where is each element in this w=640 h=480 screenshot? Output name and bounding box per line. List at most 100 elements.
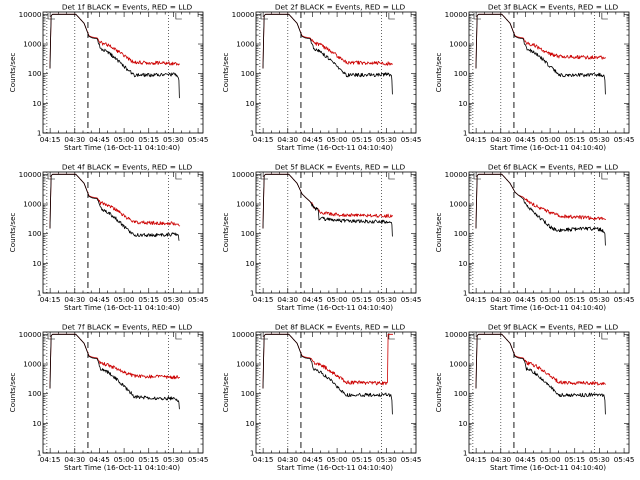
x-tick-label: 05:15: [564, 295, 585, 304]
panel-title: Det 9f BLACK = Events, RED = LLD: [488, 323, 619, 332]
bracket-mark-right: [601, 333, 608, 340]
bracket-mark-left: [260, 333, 268, 340]
panel-chart-svg: Det 9f BLACK = Events, RED = LLD 1 10 100 10…: [434, 323, 635, 473]
x-axis-label: Start Time (16-Oct-11 04:10:40): [490, 303, 606, 312]
x-tick-label: 04:15: [40, 295, 61, 304]
detector-panel-9: Det 9f BLACK = Events, RED = LLD 1 10 100 10…: [426, 320, 639, 480]
x-tick-label: 04:15: [466, 135, 487, 144]
plot-frame: [468, 171, 630, 294]
y-tick-label: 1: [250, 129, 255, 138]
bracket-mark-right: [601, 13, 608, 20]
lld-series-line: [49, 333, 180, 389]
x-tick-label: 05:00: [540, 135, 561, 144]
x-tick-label: 04:45: [89, 295, 110, 304]
y-tick-label: 100: [241, 229, 255, 238]
bracket-mark-right: [388, 13, 395, 20]
y-axis-label: Counts/sec: [221, 53, 230, 93]
x-tick-label: 05:30: [589, 295, 610, 304]
y-tick-label: 10: [458, 259, 468, 268]
panel-chart-svg: Det 3f BLACK = Events, RED = LLD 1 10 100 10…: [434, 3, 634, 153]
x-axis-label: Start Time (16-Oct-11 04:10:40): [64, 463, 180, 472]
x-tick-label: 05:15: [138, 135, 159, 144]
bracket-mark-left: [473, 13, 481, 20]
x-tick-label: 05:30: [376, 295, 397, 304]
bracket-mark-right: [388, 333, 395, 340]
y-tick-label: 10000: [232, 330, 255, 339]
y-tick-label: 1: [37, 129, 42, 138]
x-tick-label: 05:15: [564, 135, 585, 144]
x-axis-label: Start Time (16-Oct-11 04:10:40): [277, 143, 393, 152]
x-tick-label: 04:15: [40, 135, 61, 144]
x-tick-label: 05:00: [327, 455, 348, 464]
y-tick-label: 10000: [445, 170, 468, 179]
bracket-mark-left: [47, 333, 55, 340]
x-tick-label: 04:15: [466, 455, 487, 464]
x-tick-label: 04:30: [490, 135, 511, 144]
x-tick-label: 04:30: [277, 295, 298, 304]
y-axis-label: Counts/sec: [221, 373, 230, 413]
events-series-line: [49, 333, 180, 410]
x-tick-label: 05:15: [138, 295, 159, 304]
plot-frame: [255, 331, 417, 454]
panel-chart-svg: Det 1f BLACK = Events, RED = LLD 1 10 100 10…: [8, 3, 208, 153]
lld-series-line: [262, 173, 393, 229]
plot-frame: [468, 11, 630, 134]
detector-panel-8: Det 8f BLACK = Events, RED = LLD 1 10 100 10…: [213, 320, 426, 480]
events-series-line: [262, 333, 393, 415]
bracket-mark-left: [260, 13, 268, 20]
x-tick-label: 05:00: [540, 295, 561, 304]
plot-frame: [255, 11, 417, 134]
plot-frame: [255, 171, 417, 294]
y-axis-label: Counts/sec: [8, 213, 17, 253]
x-tick-label: 05:45: [614, 455, 635, 464]
detector-panel-5: Det 5f BLACK = Events, RED = LLD 1 10 100 10…: [213, 160, 426, 320]
detector-panel-2: Det 2f BLACK = Events, RED = LLD 1 10 100 10…: [213, 0, 426, 160]
x-tick-label: 05:30: [163, 135, 184, 144]
x-tick-label: 04:15: [253, 455, 274, 464]
events-series-line: [475, 13, 606, 95]
x-tick-label: 04:15: [40, 455, 61, 464]
x-tick-label: 04:30: [277, 455, 298, 464]
y-tick-label: 1: [463, 129, 468, 138]
y-tick-label: 1000: [236, 360, 255, 369]
bracket-mark-left: [260, 173, 268, 180]
y-tick-label: 10: [245, 259, 255, 268]
x-axis-label: Start Time (16-Oct-11 04:10:40): [490, 463, 606, 472]
y-tick-label: 1: [37, 289, 42, 298]
x-axis-label: Start Time (16-Oct-11 04:10:40): [277, 463, 393, 472]
bracket-mark-right: [601, 173, 608, 180]
lld-series-line: [475, 173, 607, 229]
y-tick-label: 1: [250, 449, 255, 458]
y-tick-label: 10000: [19, 330, 42, 339]
x-tick-label: 04:45: [515, 135, 536, 144]
y-tick-label: 1: [250, 289, 255, 298]
events-series-line: [262, 13, 393, 95]
panel-title: Det 8f BLACK = Events, RED = LLD: [275, 323, 406, 332]
detector-panel-4: Det 4f BLACK = Events, RED = LLD 1 10 100 10…: [0, 160, 213, 320]
x-tick-label: 04:45: [89, 455, 110, 464]
x-tick-label: 04:30: [490, 295, 511, 304]
x-tick-label: 05:30: [589, 455, 610, 464]
x-tick-label: 04:15: [253, 135, 274, 144]
x-tick-label: 04:45: [515, 455, 536, 464]
plot-frame: [42, 171, 204, 294]
x-tick-label: 05:45: [401, 455, 422, 464]
x-axis-label: Start Time (16-Oct-11 04:10:40): [490, 143, 606, 152]
x-tick-label: 05:00: [327, 295, 348, 304]
y-tick-label: 1000: [23, 360, 42, 369]
panel-chart-svg: Det 8f BLACK = Events, RED = LLD 1 10 100 10…: [221, 323, 422, 473]
plot-frame: [468, 331, 630, 454]
plot-frame: [42, 11, 204, 134]
y-axis-label: Counts/sec: [434, 373, 443, 413]
x-tick-label: 05:45: [401, 135, 422, 144]
x-tick-label: 04:30: [64, 455, 85, 464]
y-axis-label: Counts/sec: [434, 213, 443, 253]
y-tick-label: 10000: [19, 10, 42, 19]
x-tick-label: 04:15: [466, 295, 487, 304]
y-axis-label: Counts/sec: [8, 53, 17, 93]
x-tick-label: 04:30: [64, 135, 85, 144]
panel-chart-svg: Det 5f BLACK = Events, RED = LLD 1 10 100 10…: [221, 163, 421, 313]
x-tick-label: 05:00: [114, 455, 135, 464]
plot-frame: [42, 331, 204, 454]
